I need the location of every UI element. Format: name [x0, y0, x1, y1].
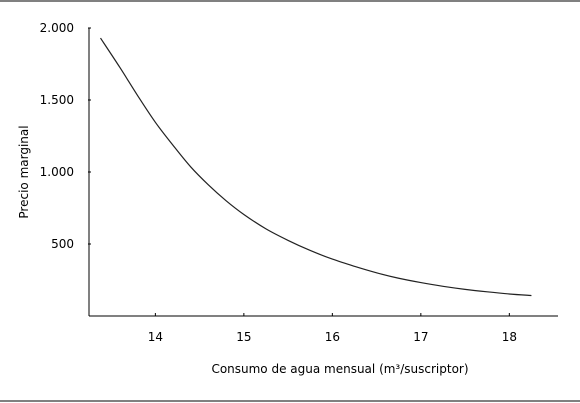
y-tick-label: 1.500: [40, 93, 74, 107]
y-axis-label: Precio marginal: [17, 125, 31, 218]
y-ticks: 500 1.000 1.500 2.000: [40, 21, 91, 251]
y-tick-label: 2.000: [40, 21, 74, 35]
y-tick-label: 1.000: [40, 165, 74, 179]
x-tick-label: 14: [148, 330, 163, 344]
x-tick-label: 17: [413, 330, 428, 344]
price-curve-line: [99, 37, 532, 297]
plot-area: 500 1.000 1.500 2.000 14 15 16 17 18: [40, 21, 558, 344]
x-tick-label: 18: [502, 330, 517, 344]
x-ticks: 14 15 16 17 18: [148, 313, 517, 344]
x-axis-label: Consumo de agua mensual (m³/suscriptor): [211, 362, 468, 376]
x-tick-label: 16: [325, 330, 340, 344]
y-tick-label: 500: [51, 237, 74, 251]
x-tick-label: 15: [236, 330, 251, 344]
